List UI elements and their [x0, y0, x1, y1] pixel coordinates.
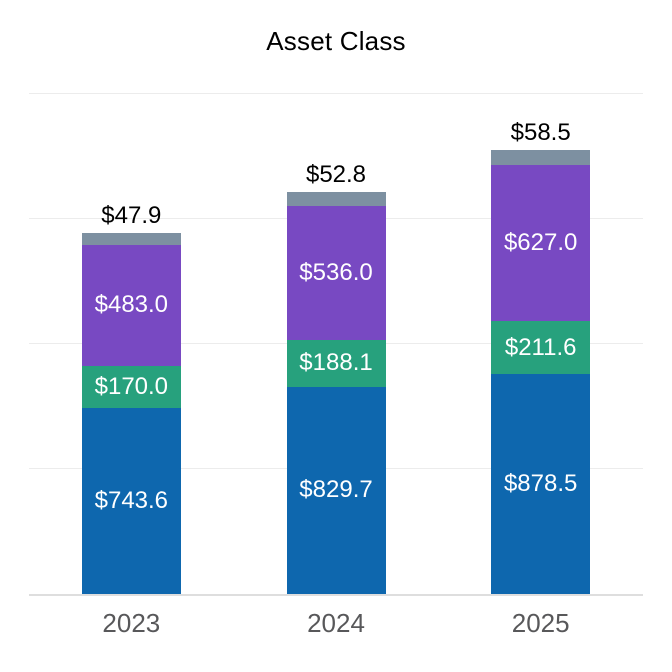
segment-value-label: $170.0 [94, 372, 169, 400]
bar-segment [286, 192, 386, 206]
bar-segment: $170.0 [81, 365, 181, 409]
bar-segment: $536.0 [286, 205, 386, 340]
bar-segment: $188.1 [286, 339, 386, 387]
bar-segment [81, 232, 181, 245]
bar-segment: $483.0 [81, 244, 181, 366]
bar-segment: $211.6 [491, 321, 591, 375]
segment-value-label: $829.7 [299, 476, 373, 504]
above-bar-value-label: $52.8 [305, 161, 367, 189]
segment-value-label: $536.0 [299, 258, 373, 286]
bar-segment [491, 150, 591, 165]
above-bar-value-label: $58.5 [510, 119, 571, 147]
segment-value-label: $211.6 [504, 333, 577, 361]
chart-title: Asset Class [266, 26, 406, 56]
x-axis-label-2025: 2025 [511, 608, 570, 638]
bar-segment: $829.7 [286, 386, 386, 594]
bar-segment: $878.5 [491, 374, 591, 594]
bar-2025: $878.5 $211.6 $627.0 [491, 150, 591, 594]
above-bar-value-label: $47.9 [101, 201, 162, 229]
segment-value-label: $483.0 [94, 291, 169, 319]
x-axis-label-2024: 2024 [307, 608, 365, 638]
bar-segment: $627.0 [491, 164, 591, 322]
segment-value-label: $878.5 [503, 470, 578, 498]
x-axis-line [29, 594, 643, 596]
segment-value-label: $627.0 [503, 229, 578, 257]
bar-segment: $743.6 [81, 408, 181, 594]
bar-2023: $743.6 $170.0 $483.0 [81, 232, 181, 594]
x-axis-label-2023: 2023 [102, 608, 161, 638]
gridline [29, 93, 643, 94]
segment-value-label: $188.1 [299, 349, 373, 377]
segment-value-label: $743.6 [94, 487, 169, 515]
bar-2024: $829.7 $188.1 $536.0 [286, 192, 386, 594]
